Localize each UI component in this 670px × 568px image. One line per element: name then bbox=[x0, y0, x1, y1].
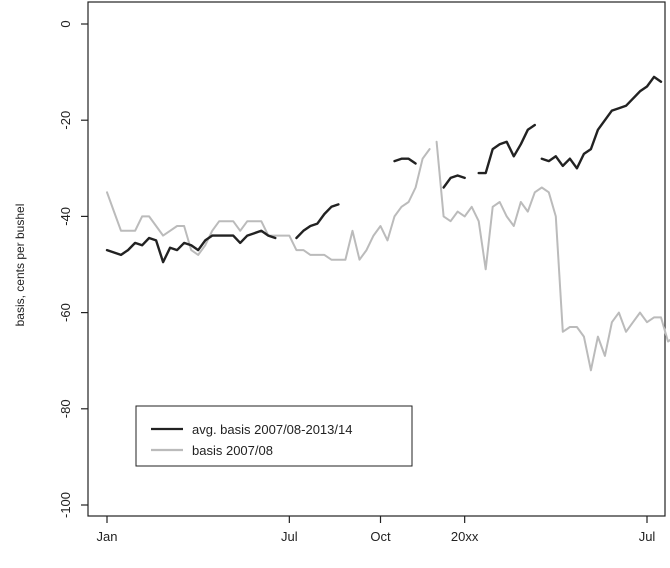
series-line-basis-2007-08-segment-1 bbox=[435, 140, 670, 372]
series-line-avg-basis-segment-0 bbox=[105, 229, 277, 264]
y-tick-label-5: -100 bbox=[58, 492, 73, 518]
y-tick-label-4: -80 bbox=[58, 399, 73, 418]
y-axis: 0 -20 -40 -60 -80 -100 bbox=[58, 20, 88, 518]
series-line-basis-2007-08-segment-0 bbox=[106, 148, 431, 261]
series-layer bbox=[105, 75, 670, 372]
plot-frame bbox=[87, 1, 666, 517]
legend-label-avg-basis: avg. basis 2007/08-2013/14 bbox=[192, 422, 352, 437]
y-axis-title: basis, cents per bushel bbox=[13, 204, 27, 327]
series-line-avg-basis-segment-3 bbox=[442, 174, 466, 189]
x-tick-label-3: 20xx bbox=[451, 529, 479, 544]
y-tick-label-0: 0 bbox=[58, 20, 73, 27]
x-tick-label-4: Jul bbox=[639, 529, 656, 544]
x-tick-label-0: Jan bbox=[97, 529, 118, 544]
series-line-avg-basis-segment-2 bbox=[393, 157, 417, 165]
series-line-avg-basis-segment-1 bbox=[295, 203, 340, 240]
y-tick-label-3: -60 bbox=[58, 303, 73, 322]
legend: avg. basis 2007/08-2013/14 basis 2007/08 bbox=[135, 405, 413, 467]
y-tick-label-1: -20 bbox=[58, 111, 73, 130]
series-line-avg-basis-segment-4 bbox=[477, 123, 536, 175]
legend-label-basis-2007-08: basis 2007/08 bbox=[192, 443, 273, 458]
series-line-avg-basis-segment-5 bbox=[540, 75, 663, 170]
x-tick-label-2: Oct bbox=[370, 529, 391, 544]
legend-box bbox=[135, 405, 413, 467]
y-tick-label-2: -40 bbox=[58, 207, 73, 226]
x-axis: Jan Jul Oct 20xx Jul bbox=[97, 516, 656, 544]
x-tick-label-1: Jul bbox=[281, 529, 298, 544]
